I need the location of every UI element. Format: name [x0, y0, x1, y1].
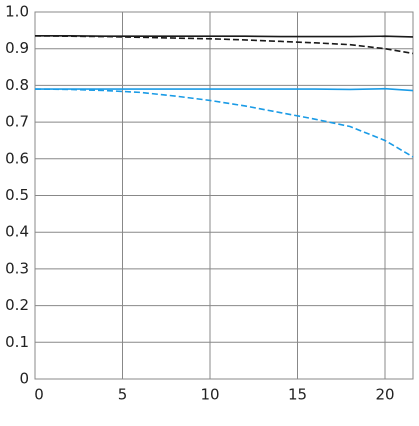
series-line [34, 35, 414, 55]
y-tick-label: 1.0 [5, 3, 29, 21]
y-tick-label: 0.6 [5, 149, 29, 167]
y-tick-label: 0.8 [5, 76, 29, 94]
x-tick-label: 0 [34, 386, 44, 404]
y-tick-label: 0.9 [5, 39, 29, 57]
y-tick-label: 0.4 [5, 223, 29, 241]
y-tick-label: 0.7 [5, 113, 29, 131]
y-tick-label: 0.2 [5, 296, 29, 314]
x-tick-label: 10 [200, 386, 219, 404]
x-tick-label: 20 [375, 386, 394, 404]
y-tick-label: 0.1 [5, 333, 29, 351]
y-tick-label: 0 [19, 370, 29, 388]
plot-frame [34, 11, 414, 380]
x-tick-label: 5 [118, 386, 128, 404]
x-tick-label: 15 [288, 386, 307, 404]
series-line [35, 87, 414, 92]
y-tick-label: 0.3 [5, 259, 29, 277]
y-tick-label: 0.5 [5, 186, 29, 204]
series-line [34, 88, 414, 158]
